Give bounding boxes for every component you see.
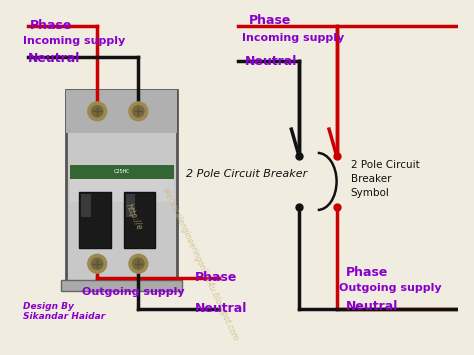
Bar xyxy=(70,179,173,202)
Text: Neutral: Neutral xyxy=(245,55,298,68)
Text: Neutral: Neutral xyxy=(28,52,81,65)
Bar xyxy=(66,89,177,133)
Text: C25HC: C25HC xyxy=(114,169,130,174)
Circle shape xyxy=(133,258,144,269)
Circle shape xyxy=(91,106,103,117)
Text: Neutral: Neutral xyxy=(195,302,247,315)
Circle shape xyxy=(88,254,107,273)
Bar xyxy=(82,194,91,217)
Bar xyxy=(124,192,155,248)
Text: Phase: Phase xyxy=(346,266,388,279)
Circle shape xyxy=(88,102,107,121)
Text: Incoming supply: Incoming supply xyxy=(23,36,125,46)
Bar xyxy=(66,89,177,288)
Circle shape xyxy=(91,258,103,269)
Text: electricalengineeringonline4u.blogspot.com: electricalengineeringonline4u.blogspot.c… xyxy=(160,186,239,342)
Text: Outgoing supply: Outgoing supply xyxy=(339,283,442,293)
Text: Neutral: Neutral xyxy=(346,300,398,313)
Text: 2 Pole Circuit
Breaker
Symbol: 2 Pole Circuit Breaker Symbol xyxy=(351,160,419,198)
Circle shape xyxy=(129,254,148,273)
Text: http://e: http://e xyxy=(124,202,144,231)
Text: Incoming supply: Incoming supply xyxy=(242,33,345,43)
Text: 2 Pole Circuit Breaker: 2 Pole Circuit Breaker xyxy=(186,169,307,179)
Text: Design By
Sikandar Haidar: Design By Sikandar Haidar xyxy=(23,302,105,321)
Text: Phase: Phase xyxy=(249,14,292,27)
Text: Phase: Phase xyxy=(30,19,73,32)
Bar xyxy=(70,165,173,179)
Text: Outgoing supply: Outgoing supply xyxy=(82,288,185,297)
Circle shape xyxy=(133,106,144,117)
Bar xyxy=(126,194,135,217)
Text: Phase: Phase xyxy=(195,271,237,284)
Bar xyxy=(61,280,182,291)
Circle shape xyxy=(129,102,148,121)
Bar xyxy=(80,192,110,248)
